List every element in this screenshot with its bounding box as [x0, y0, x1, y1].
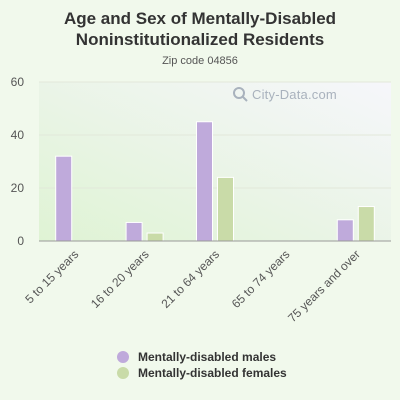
bar-females [217, 176, 234, 242]
watermark: City-Data.com [232, 86, 337, 102]
y-tick-label: 20 [11, 181, 25, 195]
magnifier-icon [233, 87, 248, 102]
chart-title: Age and Sex of Mentally-Disabled Noninst… [0, 8, 400, 50]
bar-females [357, 206, 375, 242]
y-tick-labels: 0 20 40 60 [11, 75, 25, 248]
bar-females [146, 232, 164, 242]
y-tick-label: 0 [17, 234, 24, 248]
bars [55, 121, 375, 242]
chart-title-line-1: Age and Sex of Mentally-Disabled [63, 9, 337, 28]
x-tick-labels: 5 to 15 years 16 to 20 years 21 to 64 year… [22, 247, 363, 325]
x-tick-label: 5 to 15 years [22, 247, 81, 306]
legend-label-females: Mentally-disabled females [138, 366, 287, 380]
legend-item-males: Mentally-disabled males [117, 349, 287, 365]
x-tick-label: 75 years and over [285, 247, 363, 325]
x-tick-label: 65 to 74 years [229, 247, 293, 311]
legend-label-males: Mentally-disabled males [138, 350, 277, 364]
plot-area [39, 82, 391, 241]
watermark-text: City-Data.com [252, 86, 337, 102]
y-tick-label: 60 [11, 75, 25, 89]
bar-males [55, 155, 73, 242]
legend-swatch-males [117, 351, 129, 363]
y-tick-label: 40 [11, 128, 25, 142]
grid-lines [39, 81, 391, 189]
x-tick-label: 16 to 20 years [88, 247, 152, 311]
bar-males [336, 219, 354, 242]
legend: Mentally-disabled males Mentally-disable… [117, 349, 287, 381]
legend-item-females: Mentally-disabled females [117, 365, 287, 381]
bar-males [125, 221, 143, 242]
legend-swatch-females [117, 367, 129, 379]
chart-subtitle: Zip code 04856 [162, 55, 238, 67]
chart-title-line-2: Noninstitutionalized Residents [75, 30, 325, 49]
x-tick-label: 21 to 64 years [158, 247, 222, 311]
bar-males [196, 121, 213, 242]
